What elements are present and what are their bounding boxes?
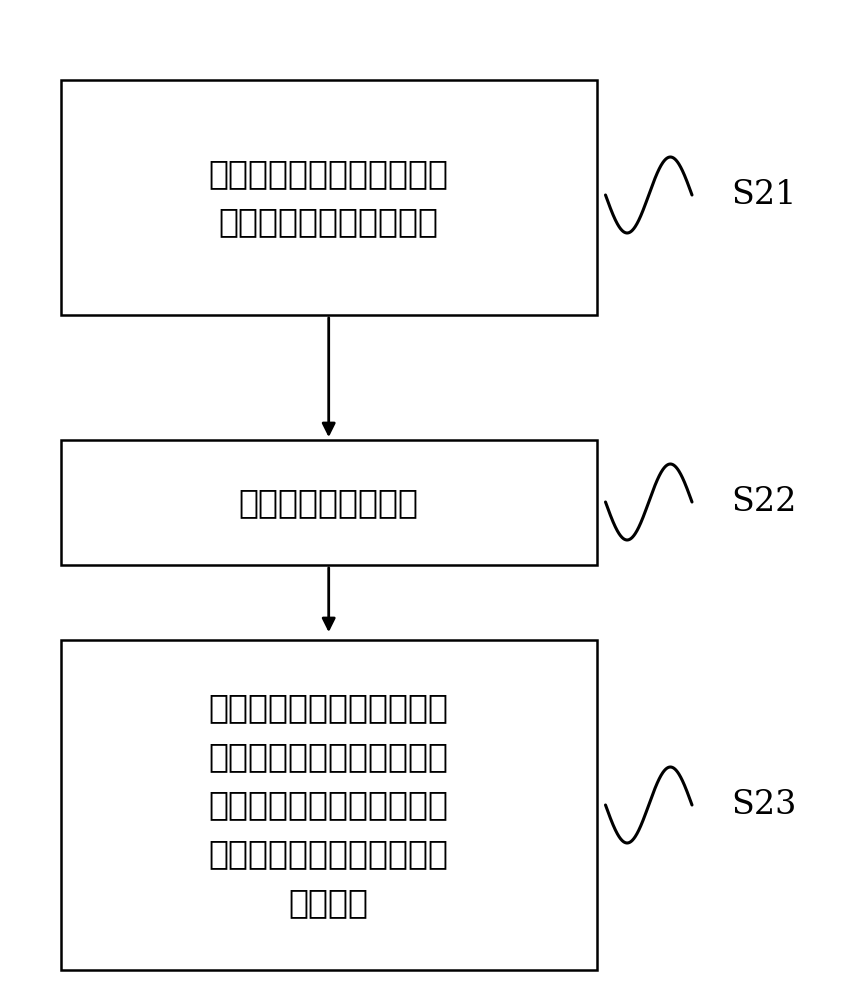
FancyBboxPatch shape <box>61 80 597 315</box>
FancyBboxPatch shape <box>61 440 597 565</box>
Text: S21: S21 <box>731 179 797 211</box>
Text: S22: S22 <box>731 486 797 518</box>
Text: S23: S23 <box>731 789 797 821</box>
Text: 指定预测变量和响应: 指定预测变量和响应 <box>239 486 419 519</box>
FancyBboxPatch shape <box>61 640 597 970</box>
Text: 使用训练集对长短期记忆网
络进行训练，使用测试集对
训练后的长短期记忆网络进
行测试，得到边坡监测数据
预测模型: 使用训练集对长短期记忆网 络进行训练，使用测试集对 训练后的长短期记忆网络进 行… <box>208 691 449 919</box>
Text: 根据实测值时序图，把多个
数组分为训练集和测试集: 根据实测值时序图，把多个 数组分为训练集和测试集 <box>208 157 449 238</box>
